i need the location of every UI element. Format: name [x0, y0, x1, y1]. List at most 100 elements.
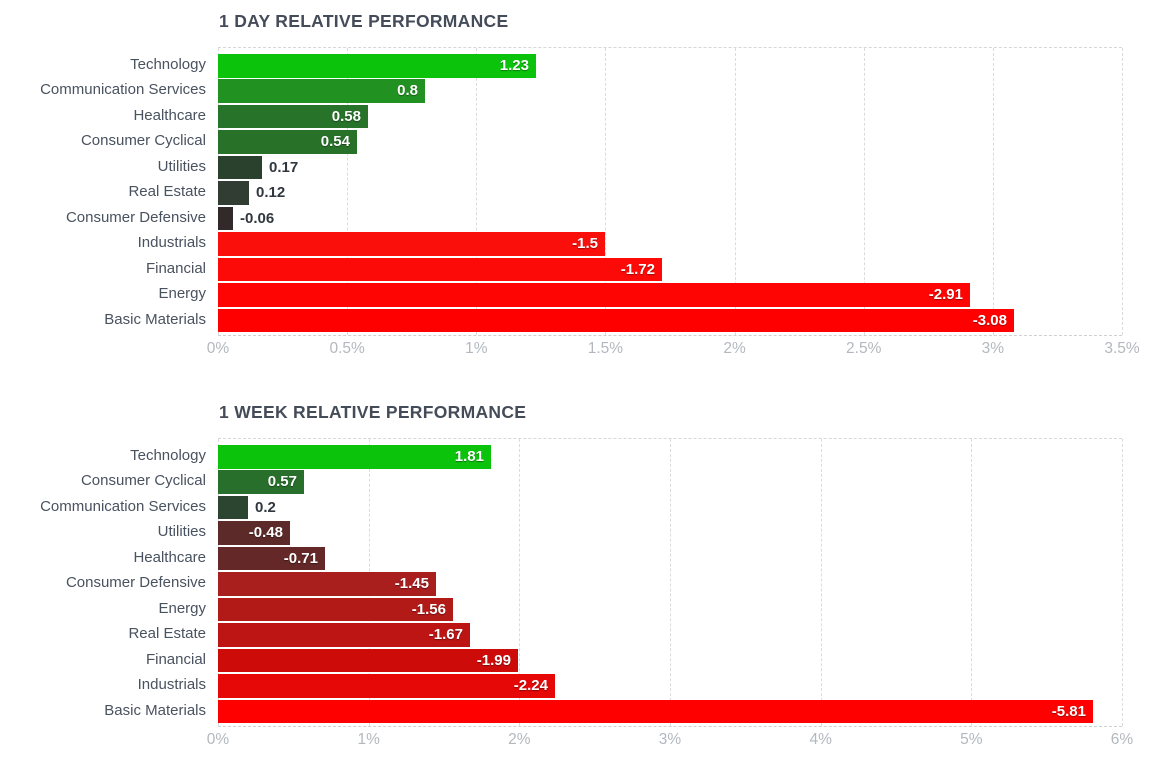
bar: -1.72 — [218, 257, 662, 282]
bar-value-label: 1.81 — [454, 448, 484, 465]
bar-value-label: 0.12 — [256, 184, 286, 202]
category-label: Consumer Cyclical — [80, 472, 206, 490]
category-label: Communication Services — [40, 497, 206, 515]
chart-title: 1 DAY RELATIVE PERFORMANCE — [219, 11, 509, 31]
x-axis-tick-label: 2% — [508, 731, 531, 748]
bar — [218, 155, 262, 180]
bar-value-label: 1.23 — [499, 57, 529, 74]
gridline — [734, 48, 736, 335]
category-label: Consumer Defensive — [65, 208, 206, 226]
x-axis-tick-label: 2% — [723, 340, 746, 357]
category-label: Industrials — [137, 234, 206, 252]
gridline — [476, 48, 478, 335]
plot-area: 1.23 0.8 0.58 0.54 0.17 0.12 -0.06 -1.5 -1.72 -2.… — [218, 47, 1123, 336]
bar-value-label: -3.08 — [972, 311, 1007, 329]
bar: 0.58 — [218, 104, 368, 129]
bar-value-label: -1.99 — [476, 651, 511, 669]
bar: -1.45 — [218, 572, 436, 596]
bar: -0.48 — [218, 521, 290, 545]
category-label: Real Estate — [128, 625, 206, 643]
x-axis-tick-label: 3% — [981, 340, 1005, 357]
bar: 0.57 — [218, 470, 304, 494]
x-axis-tick-label: 5% — [960, 731, 983, 748]
bar-value-label: -0.48 — [248, 524, 283, 542]
gridline — [347, 48, 349, 335]
bar — [218, 206, 233, 231]
bar-value-label: -0.06 — [240, 209, 275, 227]
bar: -1.99 — [218, 648, 518, 673]
gridline — [820, 439, 822, 726]
bar: 0.8 — [218, 79, 425, 103]
bar-value-label: -0.71 — [283, 549, 318, 567]
x-axis-tick-label: 3.5% — [1104, 340, 1140, 357]
bar-value-label: 0.54 — [320, 133, 350, 151]
gridline — [1122, 439, 1123, 726]
x-axis-tick-label: 1% — [465, 340, 488, 357]
bar-value-label: -2.91 — [928, 286, 963, 304]
bar: -2.91 — [218, 283, 970, 307]
category-label: Basic Materials — [104, 701, 206, 719]
category-label: Basic Materials — [104, 310, 206, 328]
bar: 1.23 — [218, 54, 536, 78]
bar: -1.56 — [218, 597, 453, 622]
bar-value-label: -1.45 — [394, 575, 429, 593]
x-axis-tick-label: 4% — [809, 731, 832, 748]
bar: -1.5 — [218, 232, 605, 256]
bar-value-label: -1.72 — [620, 260, 655, 278]
x-axis-tick-label: 0.5% — [329, 340, 365, 357]
bar: 0.54 — [218, 130, 357, 154]
category-label: Consumer Defensive — [65, 574, 206, 592]
category-label: Utilities — [157, 523, 206, 541]
bar-value-label: -5.81 — [1051, 702, 1086, 720]
x-axis-tick-label: 1% — [357, 731, 380, 748]
category-label: Financial — [145, 259, 206, 277]
gridline — [519, 439, 521, 726]
bar-value-label: -1.5 — [572, 235, 598, 253]
x-axis-tick-label: 6% — [1110, 731, 1134, 748]
bar-value-label: 0.57 — [267, 473, 297, 491]
bar-value-label: 0.58 — [331, 107, 361, 125]
gridline — [863, 48, 865, 335]
bar: -5.81 — [218, 699, 1093, 723]
bar: 1.81 — [218, 445, 491, 469]
gridline — [1122, 48, 1123, 335]
bar — [218, 181, 249, 205]
bar-value-label: 0.17 — [269, 158, 299, 176]
category-label: Communication Services — [40, 81, 206, 99]
x-axis-tick-label: 0% — [206, 731, 230, 748]
bar: -3.08 — [218, 308, 1014, 332]
category-label: Energy — [158, 599, 206, 617]
gridline — [971, 439, 973, 726]
x-axis-tick-label: 2.5% — [846, 340, 882, 357]
bar-value-label: 0.2 — [255, 498, 276, 516]
one-week-performance-chart: 1 WEEK RELATIVE PERFORMANCE 1.81 0.57 0.2 -… — [0, 391, 1164, 760]
category-label: Industrials — [137, 676, 206, 694]
bar-value-label: -1.67 — [428, 626, 463, 644]
bar: -2.24 — [218, 674, 555, 698]
category-label: Healthcare — [133, 548, 206, 566]
category-label: Healthcare — [133, 106, 206, 124]
category-label: Utilities — [157, 157, 206, 175]
category-label: Technology — [130, 56, 206, 73]
x-axis-tick-label: 3% — [658, 731, 682, 748]
bar: -0.71 — [218, 546, 325, 571]
gridline — [992, 48, 994, 335]
chart-title: 1 WEEK RELATIVE PERFORMANCE — [219, 402, 527, 422]
one-day-performance-chart: 1 DAY RELATIVE PERFORMANCE 1.23 0.8 0.58 0.… — [0, 0, 1164, 370]
category-label: Financial — [145, 650, 206, 668]
x-axis-tick-label: 0% — [206, 340, 230, 357]
category-label: Energy — [158, 285, 206, 303]
gridline — [670, 439, 671, 726]
bar: -1.67 — [218, 623, 470, 647]
plot-area: 1.81 0.57 0.2 -0.48 -0.71 -1.45 -1.56 -1.67 -1.9… — [218, 438, 1123, 727]
bar-value-label: -1.56 — [411, 600, 446, 618]
bar-value-label: -2.24 — [513, 677, 548, 695]
gridline — [605, 48, 607, 335]
category-label: Real Estate — [128, 183, 206, 201]
bar — [218, 495, 248, 520]
bar-value-label: 0.8 — [397, 82, 418, 100]
x-axis-tick-label: 1.5% — [587, 340, 624, 357]
category-label: Consumer Cyclical — [80, 132, 206, 150]
category-label: Technology — [130, 447, 206, 464]
